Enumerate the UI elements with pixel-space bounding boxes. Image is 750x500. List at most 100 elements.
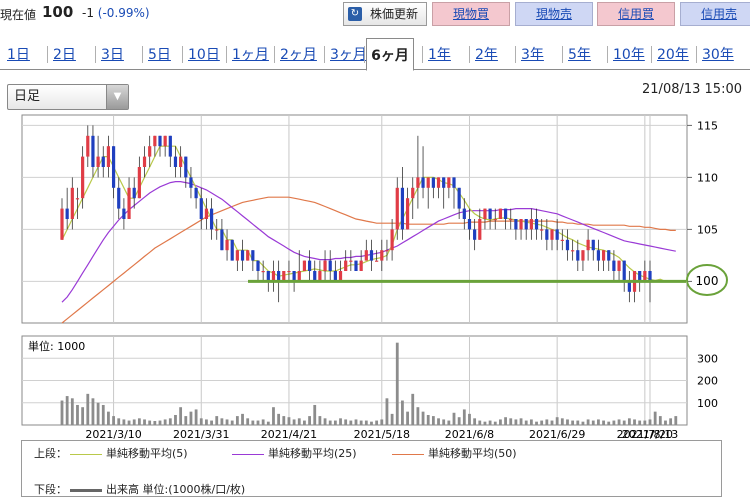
- buy-margin-button[interactable]: 信用買: [597, 2, 675, 26]
- volume-bar: [127, 420, 131, 425]
- candle: [571, 250, 575, 252]
- candle: [411, 187, 415, 199]
- volume-bar: [266, 421, 270, 425]
- tab-10[interactable]: 1年: [428, 47, 451, 63]
- candle: [514, 219, 518, 230]
- price-tick-label: 115: [697, 119, 718, 132]
- price-tick-label: 110: [697, 171, 718, 184]
- candle: [215, 229, 219, 231]
- candle: [416, 177, 420, 188]
- legend-ma50: 単純移動平均(50): [392, 445, 517, 461]
- chart-type-select[interactable]: 日足 ▼: [7, 84, 129, 110]
- ma25-line: [61, 181, 676, 303]
- tab-14[interactable]: 10年: [613, 47, 645, 63]
- tab-2[interactable]: 2日: [53, 47, 76, 63]
- candle: [323, 260, 327, 271]
- candle: [313, 271, 317, 282]
- tab-16[interactable]: 30年: [702, 47, 734, 63]
- tab-12[interactable]: 3年: [521, 47, 544, 63]
- tab-13[interactable]: 5年: [568, 47, 591, 63]
- price-change: -1 (-0.99%): [82, 6, 150, 20]
- tab-6[interactable]: 1ヶ月: [232, 47, 269, 63]
- volume-bar: [406, 411, 409, 425]
- volume-bar: [313, 404, 317, 425]
- candle: [184, 156, 188, 178]
- change-percent: (-0.99%): [97, 6, 150, 20]
- tab-5[interactable]: 10日: [188, 47, 220, 63]
- candle: [60, 208, 64, 240]
- tab-8[interactable]: 3ヶ月: [330, 47, 367, 63]
- legend-ma5: 単純移動平均(5): [70, 445, 188, 461]
- volume-bar: [235, 416, 239, 425]
- refresh-price-button[interactable]: ↻ 株価更新: [343, 2, 427, 26]
- candle: [70, 187, 74, 219]
- candle: [344, 260, 348, 271]
- refresh-icon: ↻: [348, 7, 362, 21]
- candle: [607, 250, 611, 261]
- volume-bar: [272, 407, 275, 425]
- candle: [277, 271, 281, 282]
- volume-bar: [597, 419, 600, 425]
- date-tick-label: 2021/3/31: [173, 428, 229, 440]
- candle: [194, 187, 198, 199]
- volume-bar: [416, 407, 420, 425]
- candle: [436, 177, 441, 188]
- candle: [153, 135, 157, 147]
- tab-1[interactable]: 1日: [7, 47, 30, 63]
- candle: [256, 260, 260, 271]
- candle: [75, 198, 80, 200]
- tab-3[interactable]: 3日: [101, 47, 124, 63]
- candle: [189, 177, 193, 188]
- date-tick-label: 2021/7/20: [617, 428, 673, 440]
- volume-bar: [535, 421, 538, 425]
- candle: [65, 208, 69, 219]
- candle: [498, 208, 503, 219]
- candle: [106, 146, 111, 167]
- volume-bar: [122, 419, 126, 425]
- candle: [173, 156, 178, 167]
- legend-volume: 出来高 単位:(1000株/口/枚): [70, 481, 245, 497]
- volume-bar: [519, 418, 523, 425]
- volume-bar: [401, 400, 404, 425]
- candle: [483, 208, 487, 219]
- volume-bar: [230, 420, 234, 425]
- volume-bar: [499, 419, 502, 425]
- candle: [375, 260, 379, 262]
- candle: [534, 219, 539, 230]
- buy-cash-button[interactable]: 現物買: [432, 2, 510, 26]
- highlight-label: 100: [696, 274, 719, 288]
- volume-bar: [664, 420, 667, 425]
- candle: [550, 229, 554, 240]
- candle: [622, 260, 626, 282]
- candle: [271, 271, 276, 282]
- candle: [638, 271, 642, 282]
- volume-bar: [101, 404, 105, 425]
- sell-cash-button[interactable]: 現物売: [515, 2, 593, 26]
- sell-margin-button[interactable]: 信用売: [680, 2, 750, 26]
- tab-9[interactable]: 6ヶ月: [366, 38, 414, 71]
- tab-separator: [515, 46, 516, 63]
- candle: [385, 250, 389, 252]
- volume-bar: [560, 418, 564, 425]
- candle: [560, 239, 564, 241]
- candle: [529, 219, 533, 230]
- candle: [225, 239, 229, 251]
- volume-bar: [395, 342, 399, 425]
- volume-bar: [292, 419, 296, 425]
- volume-bar: [478, 420, 482, 425]
- volume-bar: [627, 418, 631, 425]
- volume-bar: [107, 411, 110, 425]
- volume-bar: [529, 419, 533, 425]
- candle: [648, 271, 652, 282]
- candle: [586, 239, 590, 251]
- tab-7[interactable]: 2ヶ月: [280, 47, 317, 63]
- volume-bar: [303, 420, 306, 425]
- tab-4[interactable]: 5日: [148, 47, 171, 63]
- volume-bar: [163, 419, 167, 425]
- legend: 上段： 単純移動平均(5) 単純移動平均(25) 単純移動平均(50) 下段： …: [21, 440, 722, 497]
- candle: [122, 208, 126, 219]
- tab-15[interactable]: 20年: [657, 47, 689, 63]
- ma50-swatch: [392, 453, 424, 455]
- volume-bar: [514, 419, 518, 425]
- tab-11[interactable]: 2年: [475, 47, 498, 63]
